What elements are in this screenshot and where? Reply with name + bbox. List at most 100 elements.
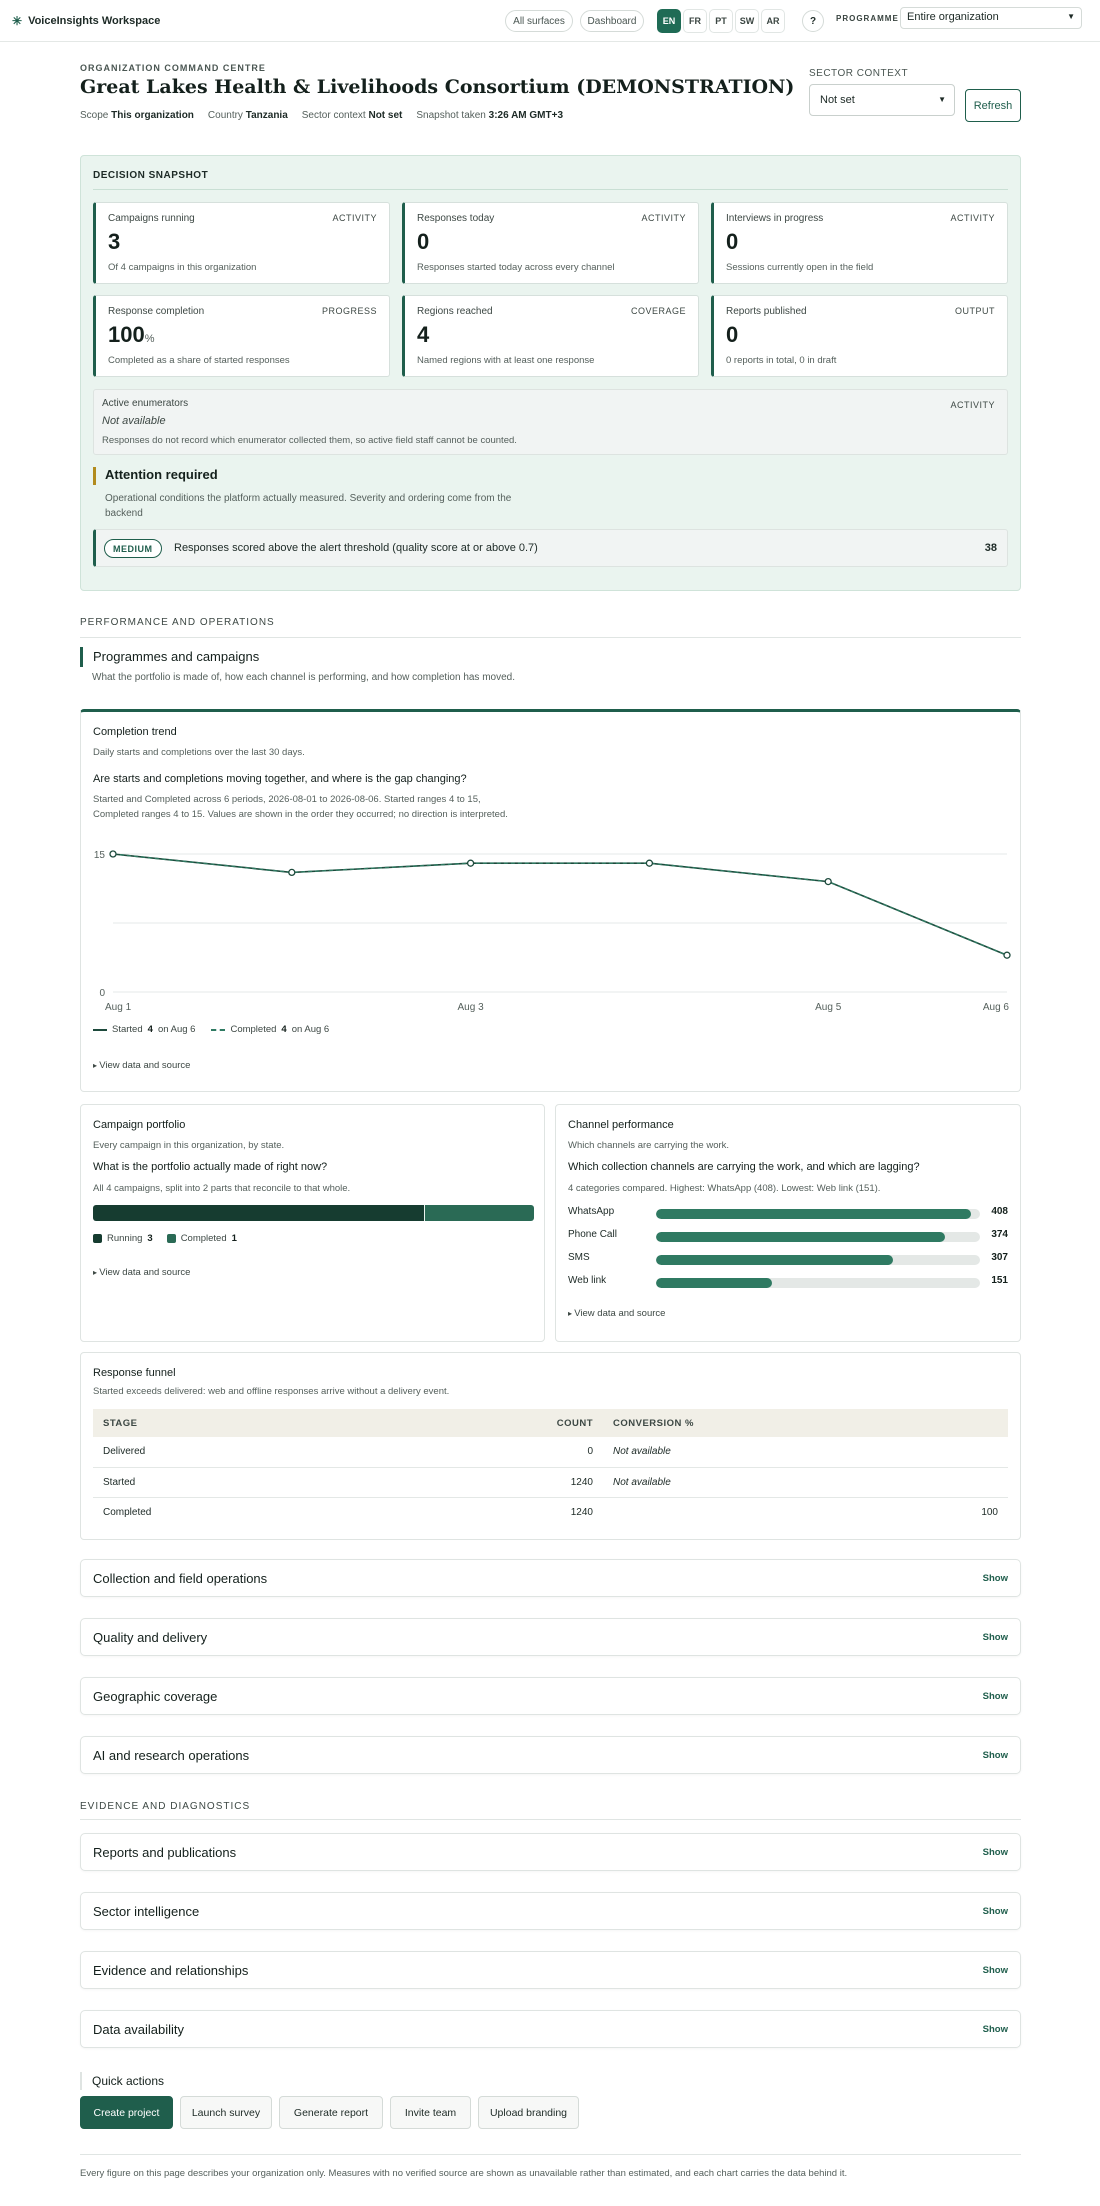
conversion-cell: Not available — [603, 1437, 1008, 1468]
kpi-label: Response completion — [108, 306, 205, 317]
kpi-desc: Of 4 campaigns in this organization — [108, 262, 257, 273]
meta-scope: Scope This organization — [80, 110, 194, 121]
kpi-desc: Responses do not record which enumerator… — [102, 435, 517, 446]
channel-bar — [656, 1278, 773, 1288]
alert-count: 38 — [984, 542, 997, 554]
stage-cell: Delivered — [93, 1437, 543, 1468]
language-sw-button[interactable]: SW — [735, 9, 759, 33]
accordion-quality-delivery[interactable]: Quality and delivery Show — [80, 1618, 1021, 1656]
invite-team-button[interactable]: Invite team — [390, 2096, 471, 2129]
kpi-tag: PROGRESS — [321, 306, 377, 316]
portfolio-legend: Running 3 Completed 1 — [93, 1233, 237, 1244]
table-row: Completed 1240 100 — [93, 1497, 1008, 1527]
table-row: Delivered 0 Not available — [93, 1437, 1008, 1468]
show-toggle[interactable]: Show — [982, 2024, 1008, 2035]
card-subtitle: Every campaign in this organization, by … — [93, 1140, 285, 1151]
top-bar: ✳ VoiceInsights Workspace All surfaces D… — [0, 0, 1100, 42]
accordion-data-availability[interactable]: Data availability Show — [80, 2010, 1021, 2048]
brand[interactable]: ✳ VoiceInsights Workspace — [12, 14, 160, 28]
view-data-toggle[interactable]: View data and source — [93, 1060, 190, 1071]
channel-track — [656, 1278, 980, 1288]
kpi-desc: Completed as a share of started response… — [108, 355, 290, 366]
x-tick-label: Aug 3 — [458, 1002, 485, 1013]
create-project-button[interactable]: Create project — [80, 2096, 173, 2129]
show-toggle[interactable]: Show — [982, 1573, 1008, 1584]
card-desc: 4 categories compared. Highest: WhatsApp… — [568, 1183, 881, 1194]
x-tick-label: Aug 6 — [983, 1002, 1010, 1013]
card-subtitle: Which channels are carrying the work. — [568, 1140, 730, 1151]
all-surfaces-button[interactable]: All surfaces — [505, 10, 573, 32]
language-fr-button[interactable]: FR — [683, 9, 707, 33]
card-subtitle: Daily starts and completions over the la… — [93, 747, 305, 758]
accordion-collection-field-operations[interactable]: Collection and field operations Show — [80, 1559, 1021, 1597]
kpi-tag: ACTIVITY — [332, 213, 377, 223]
card-desc: All 4 campaigns, split into 2 parts that… — [93, 1183, 351, 1194]
accordion-evidence-relationships[interactable]: Evidence and relationships Show — [80, 1951, 1021, 1989]
meta-sector: Sector context Not set — [301, 110, 403, 121]
response-funnel-card: Response funnel Started exceeds delivere… — [80, 1352, 1021, 1540]
kpi-label: Reports published — [726, 306, 807, 317]
refresh-button[interactable]: Refresh — [965, 89, 1021, 122]
accordion-title: Quality and delivery — [93, 1630, 208, 1645]
x-tick-label: Aug 5 — [815, 1002, 842, 1013]
divider — [80, 1819, 1021, 1820]
kpi-tag: ACTIVITY — [641, 213, 686, 223]
show-toggle[interactable]: Show — [982, 1750, 1008, 1761]
count-cell: 0 — [543, 1437, 603, 1468]
kpi-desc: 0 reports in total, 0 in draft — [726, 355, 837, 366]
upload-branding-button[interactable]: Upload branding — [478, 2096, 579, 2129]
kpi-value: 4 — [417, 322, 430, 347]
generate-report-button[interactable]: Generate report — [279, 2096, 383, 2129]
accordion-title: Geographic coverage — [93, 1689, 218, 1704]
dashboard-button[interactable]: Dashboard — [580, 10, 644, 32]
launch-survey-button[interactable]: Launch survey — [180, 2096, 272, 2129]
meta-snapshot: Snapshot taken 3:26 AM GMT+3 — [416, 110, 564, 121]
kpi-label: Regions reached — [417, 306, 493, 317]
quick-actions-title: Quick actions — [80, 2072, 164, 2090]
language-pt-button[interactable]: PT — [709, 9, 733, 33]
legend-completed: Completed 1 — [166, 1233, 237, 1244]
show-toggle[interactable]: Show — [982, 1847, 1008, 1858]
sector-context-select[interactable]: Not set ▼ — [809, 84, 955, 116]
show-toggle[interactable]: Show — [982, 1691, 1008, 1702]
divider — [80, 637, 1021, 638]
data-point — [109, 850, 117, 858]
column-header: COUNT — [543, 1409, 603, 1437]
channel-track — [656, 1209, 980, 1219]
help-button[interactable]: ? — [802, 10, 824, 32]
group-heading-performance: PERFORMANCE AND OPERATIONS — [80, 617, 275, 628]
sector-context-value: Not set — [820, 94, 855, 106]
kpi-desc: Responses started today across every cha… — [417, 262, 615, 273]
kpi-tag: ACTIVITY — [950, 213, 995, 223]
kpi-value: 0 — [726, 322, 739, 347]
card-question: Which collection channels are carrying t… — [568, 1161, 920, 1173]
card-title: Channel performance — [568, 1119, 674, 1131]
chevron-down-icon: ▼ — [1067, 12, 1075, 21]
accordion-reports-publications[interactable]: Reports and publications Show — [80, 1833, 1021, 1871]
view-data-toggle[interactable]: View data and source — [568, 1308, 665, 1319]
conversion-cell: 100 — [981, 1506, 998, 1518]
language-en-button[interactable]: EN — [657, 9, 681, 33]
show-toggle[interactable]: Show — [982, 1906, 1008, 1917]
kpi-label: Campaigns running — [108, 213, 195, 224]
show-toggle[interactable]: Show — [982, 1632, 1008, 1643]
alert-row[interactable]: MEDIUM Responses scored above the alert … — [93, 529, 1008, 567]
attention-title: Attention required — [105, 467, 218, 482]
kpi-label: Interviews in progress — [726, 213, 824, 224]
channel-name: SMS — [568, 1252, 590, 1263]
stage-cell: Completed — [103, 1506, 152, 1518]
page-title: Great Lakes Health & Livelihoods Consort… — [80, 76, 795, 98]
kpi-reports-published: Reports published OUTPUT 0 0 reports in … — [711, 295, 1008, 377]
completion-trend-card: Completion trend Daily starts and comple… — [80, 709, 1021, 1092]
accordion-geographic-coverage[interactable]: Geographic coverage Show — [80, 1677, 1021, 1715]
language-ar-button[interactable]: AR — [761, 9, 785, 33]
accordion-sector-intelligence[interactable]: Sector intelligence Show — [80, 1892, 1021, 1930]
meta-country: Country Tanzania — [207, 110, 288, 121]
accordion-ai-research-operations[interactable]: AI and research operations Show — [80, 1736, 1021, 1774]
attention-desc: Operational conditions the platform actu… — [105, 493, 512, 519]
view-data-toggle[interactable]: View data and source — [93, 1267, 190, 1278]
page-eyebrow: ORGANIZATION COMMAND CENTRE — [80, 63, 266, 73]
show-toggle[interactable]: Show — [982, 1965, 1008, 1976]
decision-snapshot: DECISION SNAPSHOT Campaigns running ACTI… — [80, 155, 1021, 591]
programme-select[interactable]: Entire organization ▼ — [900, 7, 1082, 29]
